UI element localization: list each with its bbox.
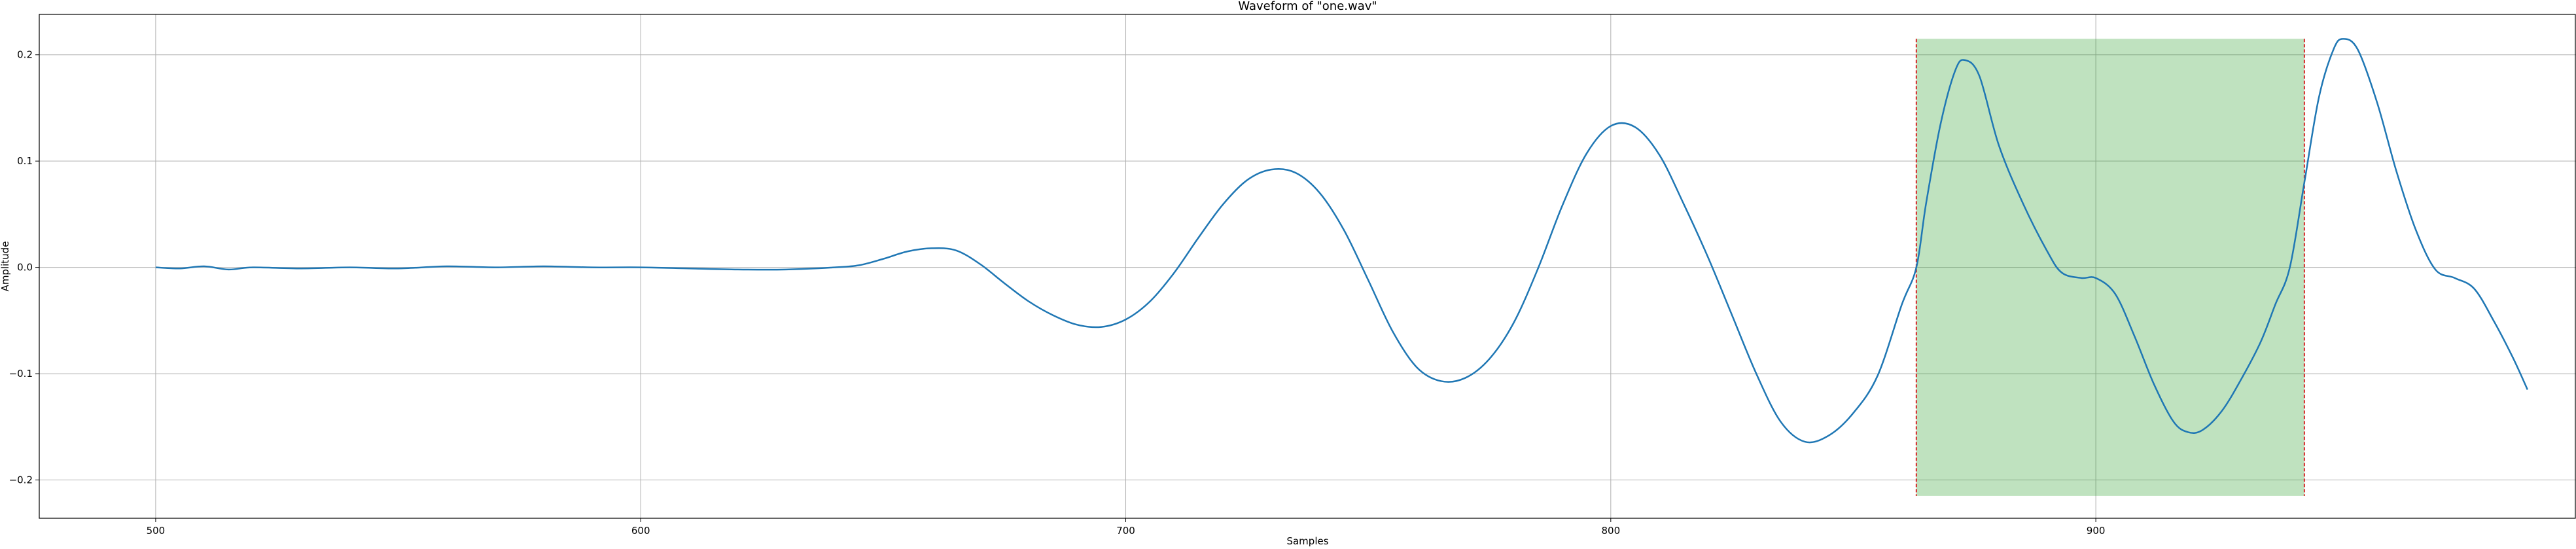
plot-frame — [39, 14, 2576, 519]
x-tick-label: 700 — [1116, 525, 1135, 537]
y-axis: 0.2 0.1 0.0 −0.1 −0.2 — [9, 49, 39, 486]
y-tick-label: 0.0 — [17, 262, 33, 274]
x-axis: 500 600 700 800 900 — [147, 518, 2106, 537]
x-tick-label: 500 — [147, 525, 166, 537]
gridlines — [39, 14, 2576, 518]
y-tick-label: −0.2 — [9, 474, 33, 486]
highlight-span — [1916, 39, 2304, 496]
chart-title: Waveform of "one.wav" — [1238, 0, 1377, 13]
y-tick-label: 0.2 — [17, 49, 33, 61]
y-axis-label: Amplitude — [0, 241, 11, 292]
x-tick-label: 600 — [631, 525, 650, 537]
series-group — [155, 38, 2529, 444]
x-tick-label: 900 — [2087, 525, 2106, 537]
series-line-waveform — [155, 38, 2529, 444]
y-tick-label: −0.1 — [9, 368, 33, 380]
x-tick-label: 800 — [1601, 525, 1620, 537]
highlight-span-group — [1915, 39, 2305, 496]
y-tick-label: 0.1 — [17, 155, 33, 167]
x-axis-label: Samples — [1286, 535, 1328, 546]
